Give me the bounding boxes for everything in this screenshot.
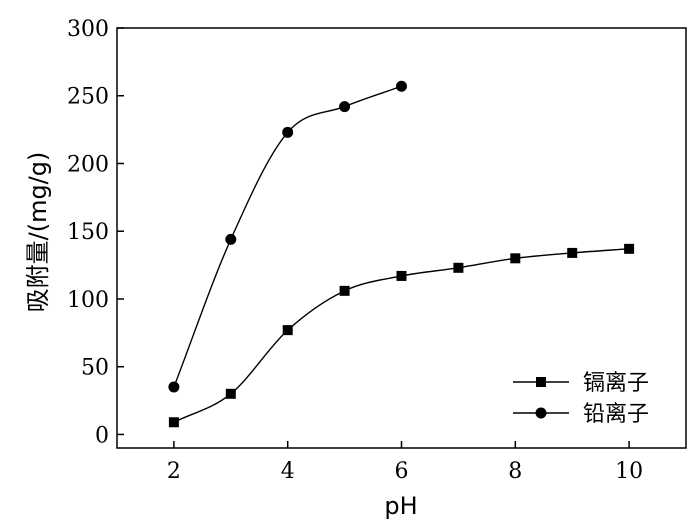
legend-entry-2: 铅离子 <box>513 402 649 427</box>
x-tick-label-2: 2 <box>167 459 181 484</box>
series-1-line <box>173 248 630 423</box>
series-1-point-8 <box>510 253 521 264</box>
x-axis-title: pH <box>384 492 417 520</box>
plot-area <box>168 80 635 428</box>
series-2-point-5 <box>339 101 351 113</box>
x-tick-label-4: 4 <box>281 459 295 484</box>
legend-marker-1 <box>536 377 546 387</box>
legend-label-2: 铅离子 <box>583 402 649 427</box>
series-1-point-3 <box>225 388 236 399</box>
series-2-point-4 <box>282 126 294 138</box>
series-2-point-3 <box>225 233 237 245</box>
legend-entry-1: 镉离子 <box>513 371 649 396</box>
series-1 <box>168 243 635 428</box>
series-1-point-10 <box>624 243 635 254</box>
series-1-point-6 <box>396 270 407 281</box>
legend-label-1: 镉离子 <box>583 371 649 396</box>
y-tick-label-100: 100 <box>67 288 109 313</box>
series-2 <box>168 80 407 393</box>
x-tick-label-6: 6 <box>395 459 409 484</box>
series-2-point-2 <box>168 381 180 393</box>
y-tick-label-200: 200 <box>67 152 109 177</box>
x-tick-label-8: 8 <box>508 459 522 484</box>
y-axis-title: 吸附量/(mg/g) <box>24 152 52 313</box>
series-1-point-4 <box>282 325 293 336</box>
y-tick-label-250: 250 <box>67 85 109 110</box>
series-1-point-7 <box>453 262 464 273</box>
legend-marker-2 <box>535 407 547 419</box>
y-tick-label-0: 0 <box>95 423 109 448</box>
x-tick-label-10: 10 <box>615 459 643 484</box>
y-tick-label-150: 150 <box>67 220 109 245</box>
y-tick-label-50: 50 <box>81 356 109 381</box>
series-1-point-9 <box>567 247 578 258</box>
y-tick-label-300: 300 <box>67 17 109 42</box>
series-1-point-5 <box>339 285 350 296</box>
series-1-point-2 <box>168 417 179 428</box>
series-2-point-6 <box>396 80 407 92</box>
